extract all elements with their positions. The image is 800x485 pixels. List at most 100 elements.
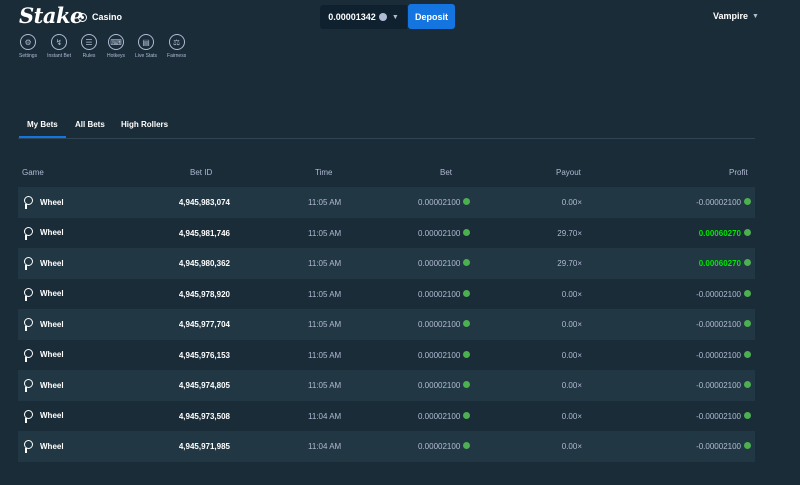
bet-amount: 0.00002100 [418,198,461,207]
settings-icon: ⚙ [20,34,37,50]
payout: 29.70× [557,228,582,238]
casino-link[interactable]: Casino [78,10,122,24]
profit-value: -0.00002100 [696,289,741,299]
table-row[interactable]: Wheel 4,945,980,362 11:05 AM 0.00002100 29.7… [18,248,755,279]
currency-icon [744,228,751,236]
bet-amount-cell: 0.00002100 [418,259,471,268]
game-cell[interactable]: Wheel [24,379,64,392]
profit-cell: -0.00002100 [696,320,751,329]
bet-amount: 0.00002100 [418,289,461,299]
game-cell[interactable]: Wheel [24,226,64,240]
header-bet: Bet [440,168,453,177]
profit-value: -0.00002100 [696,350,741,360]
game-name: Wheel [40,350,64,359]
game-cell[interactable]: Wheel [24,196,64,209]
currency-icon [744,259,751,267]
wheel-icon [24,409,34,423]
top-bar: Stake Casino 0.00001342 ▼ Deposit Vampir… [0,0,800,34]
table-row[interactable]: Wheel 4,945,983,074 11:05 AM 0.00002100 0.00… [18,187,755,218]
profit-value: 0.00060270 [698,228,741,238]
profit-cell: -0.00002100 [696,351,751,360]
live-stats-label: Live Stats [135,53,158,59]
profit-value: 0.00060270 [698,259,741,268]
bet-amount: 0.00002100 [418,381,461,390]
profit-value: -0.00002100 [696,320,741,329]
profit-cell: -0.00002100 [696,290,751,299]
bet-amount-cell: 0.00002100 [418,350,471,360]
table-row[interactable]: Wheel 4,945,981,746 11:05 AM 0.00002100 29.7… [18,217,755,248]
profit-cell: 0.00060270 [699,259,751,268]
user-name: Vampire [713,11,749,21]
game-name: Wheel [40,197,64,207]
bet-time: 11:05 AM [308,289,342,299]
game-cell[interactable]: Wheel [24,440,64,453]
instant-bet-button[interactable]: ↯ Instant Bet [47,34,71,59]
payout: 0.00× [561,442,582,451]
bet-amount: 0.00002100 [418,320,461,329]
wallet-balance: 0.00001342 [328,12,376,22]
table-row[interactable]: Wheel 4,945,974,805 11:05 AM 0.00002100 0.00… [18,370,755,401]
stake-logo[interactable]: Stake [19,3,83,28]
currency-icon [744,411,751,419]
bet-id[interactable]: 4,945,974,805 [178,381,230,390]
bets-table: Game Bet ID Time Bet Payout Profit Wheel… [18,160,755,462]
game-cell[interactable]: Wheel [24,287,64,301]
instant-bet-label: Instant Bet [47,53,71,59]
bet-id[interactable]: 4,945,973,508 [178,411,230,421]
bet-id[interactable]: 4,945,978,920 [178,289,230,299]
table-row[interactable]: Wheel 4,945,971,985 11:04 AM 0.00002100 0.00… [18,431,755,462]
payout: 0.00× [561,320,582,329]
game-toolbar: ⚙ Settings ↯ Instant Bet ☰ Rules ⌨ Hotke… [19,34,196,59]
currency-icon [744,381,751,389]
bet-id[interactable]: 4,945,976,153 [178,350,230,360]
settings-button[interactable]: ⚙ Settings [19,34,37,59]
table-row[interactable]: Wheel 4,945,973,508 11:04 AM 0.00002100 0.00… [18,400,755,431]
currency-icon [463,198,471,206]
tab-all-bets[interactable]: All Bets [75,120,105,129]
casino-label: Casino [92,12,123,22]
wheel-icon [24,196,34,209]
bet-amount-cell: 0.00002100 [418,229,471,238]
fairness-label: Fairness [167,53,187,59]
game-name: Wheel [40,411,64,420]
casino-icon [78,12,87,22]
profit-cell: 0.00060270 [699,229,751,238]
bet-amount-cell: 0.00002100 [418,412,471,421]
game-cell[interactable]: Wheel [24,409,64,423]
currency-icon [463,289,471,297]
profit-value: -0.00002100 [696,442,741,451]
table-row[interactable]: Wheel 4,945,978,920 11:05 AM 0.00002100 0.00… [18,278,755,309]
wheel-icon [24,379,34,392]
bet-id[interactable]: 4,945,983,074 [178,198,230,207]
game-cell[interactable]: Wheel [24,348,64,362]
rules-button[interactable]: ☰ Rules [80,34,97,59]
bet-amount-cell: 0.00002100 [418,289,471,299]
payout: 0.00× [561,289,582,299]
tab-my-bets[interactable]: My Bets [19,120,66,138]
rules-label: Rules [82,53,96,59]
profit-cell: -0.00002100 [696,412,751,421]
tab-high-rollers[interactable]: High Rollers [121,120,169,129]
hotkeys-button[interactable]: ⌨ Hotkeys [107,34,125,59]
wallet-selector[interactable]: 0.00001342 ▼ [320,5,407,29]
deposit-button[interactable]: Deposit [408,4,455,29]
header-bet-id: Bet ID [190,168,213,177]
bet-time: 11:05 AM [308,320,342,329]
currency-icon [463,350,471,358]
game-name: Wheel [40,380,64,390]
bet-id[interactable]: 4,945,971,985 [178,442,230,451]
game-cell[interactable]: Wheel [24,257,64,270]
table-header: Game Bet ID Time Bet Payout Profit [18,160,755,187]
table-row[interactable]: Wheel 4,945,976,153 11:05 AM 0.00002100 0.00… [18,339,755,370]
keyboard-icon: ⌨ [108,34,125,50]
game-cell[interactable]: Wheel [24,318,64,331]
bet-id[interactable]: 4,945,981,746 [178,228,230,238]
currency-icon [463,381,471,389]
live-stats-button[interactable]: ▤ Live Stats [135,34,157,59]
chevron-down-icon: ▼ [391,13,399,21]
bet-id[interactable]: 4,945,980,362 [178,259,230,268]
table-row[interactable]: Wheel 4,945,977,704 11:05 AM 0.00002100 0.00… [18,309,755,340]
bet-id[interactable]: 4,945,977,704 [178,320,230,329]
fairness-button[interactable]: ⚖ Fairness [167,34,186,59]
user-menu[interactable]: Vampire ▼ [713,11,759,21]
